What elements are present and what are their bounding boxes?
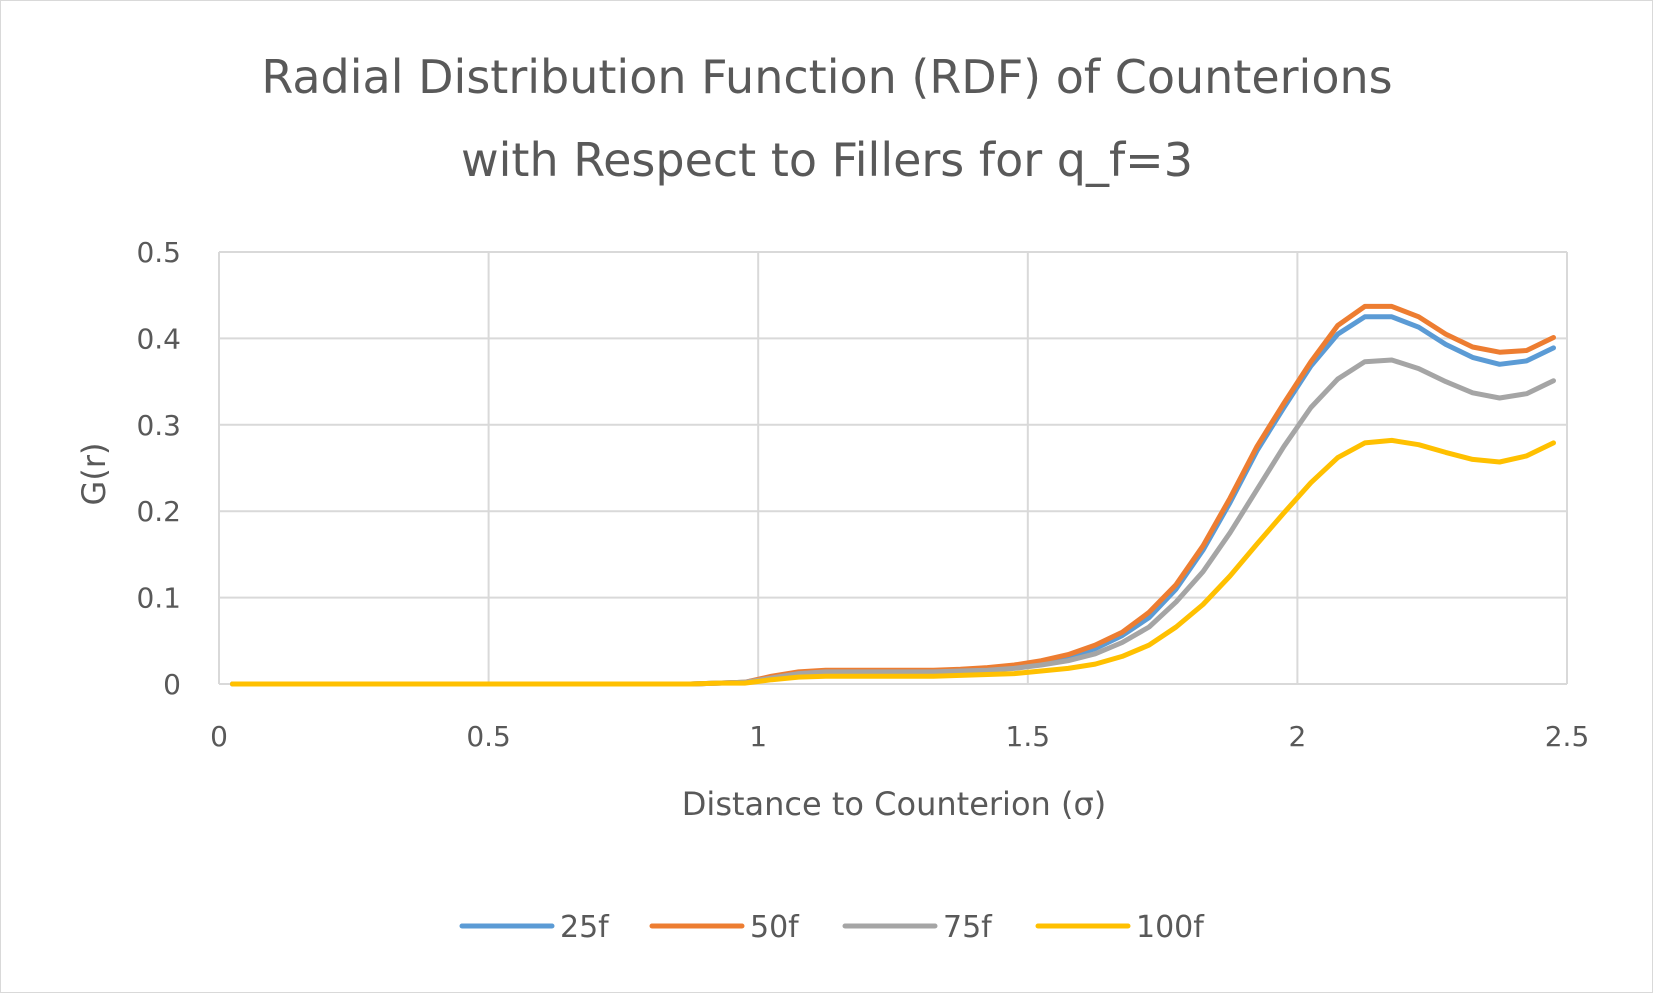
- x-axis-title: Distance to Counterion (σ): [682, 785, 1106, 823]
- y-tick-labels: 0 0.1 0.2 0.3 0.4 0.5: [136, 236, 181, 701]
- legend-label-75f: 75f: [943, 910, 993, 945]
- series-line-25f: [230, 314, 1556, 687]
- x-tick-labels: 0 0.5 1 1.5 2 2.5: [210, 720, 1589, 753]
- x-tick-label: 2.5: [1545, 720, 1590, 753]
- legend-label-100f: 100f: [1136, 910, 1205, 945]
- y-tick-label: 0.3: [136, 409, 181, 442]
- y-tick-label: 0.2: [136, 495, 181, 528]
- y-tick-label: 0.1: [136, 582, 181, 615]
- grid-lines: [218, 251, 1568, 685]
- x-tick-label: 0.5: [466, 720, 511, 753]
- series-line-50f: [230, 303, 1556, 687]
- y-tick-label: 0.4: [136, 322, 181, 355]
- series-lines: [230, 303, 1556, 687]
- chart-title-line-1: Radial Distribution Function (RDF) of Co…: [261, 50, 1392, 104]
- series-line-100f: [230, 437, 1556, 687]
- x-tick-label: 0: [210, 720, 228, 753]
- x-tick-label: 1: [749, 720, 767, 753]
- legend-label-25f: 25f: [560, 910, 610, 945]
- legend-label-50f: 50f: [750, 910, 800, 945]
- chart-title-line-2: with Respect to Fillers for q_f=3: [461, 133, 1193, 187]
- series-line-75f: [230, 357, 1556, 687]
- x-tick-label: 1.5: [1006, 720, 1051, 753]
- y-axis-title: G(r): [75, 443, 113, 506]
- y-tick-label: 0: [163, 668, 181, 701]
- x-tick-label: 2: [1288, 720, 1306, 753]
- legend: 25f 50f 75f 100f: [459, 910, 1205, 945]
- y-tick-label: 0.5: [136, 236, 181, 269]
